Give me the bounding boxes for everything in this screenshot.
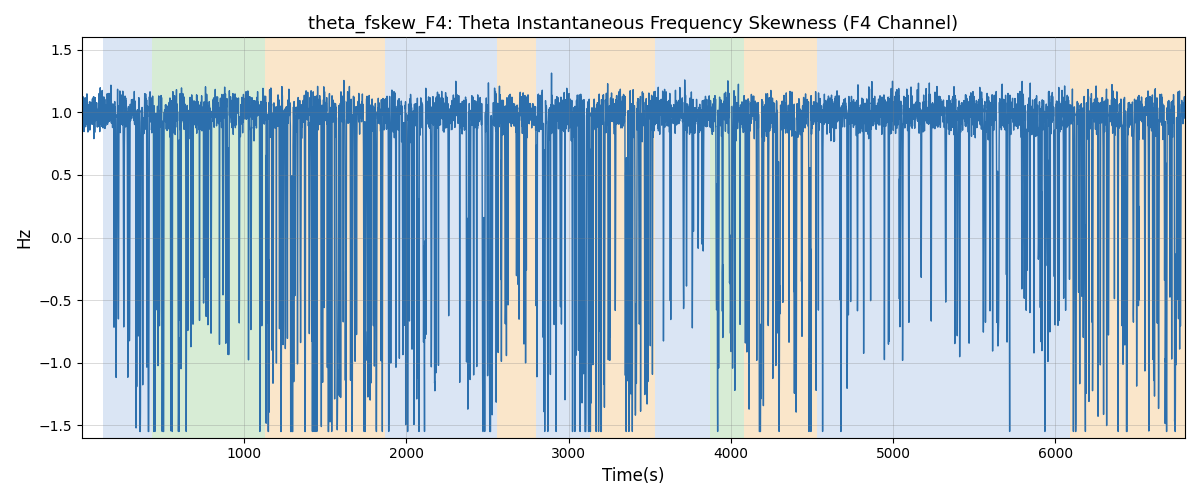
Bar [744,38,817,438]
Bar [265,38,385,438]
Bar [536,38,589,438]
Bar [709,38,744,438]
Bar [151,38,265,438]
Bar [497,38,536,438]
Y-axis label: Hz: Hz [14,227,32,248]
Bar [1070,38,1184,438]
Bar [817,38,1070,438]
Bar [385,38,497,438]
Bar [654,38,709,438]
Title: theta_fskew_F4: Theta Instantaneous Frequency Skewness (F4 Channel): theta_fskew_F4: Theta Instantaneous Freq… [308,15,959,34]
X-axis label: Time(s): Time(s) [602,467,665,485]
Bar [589,38,654,438]
Bar [103,38,151,438]
